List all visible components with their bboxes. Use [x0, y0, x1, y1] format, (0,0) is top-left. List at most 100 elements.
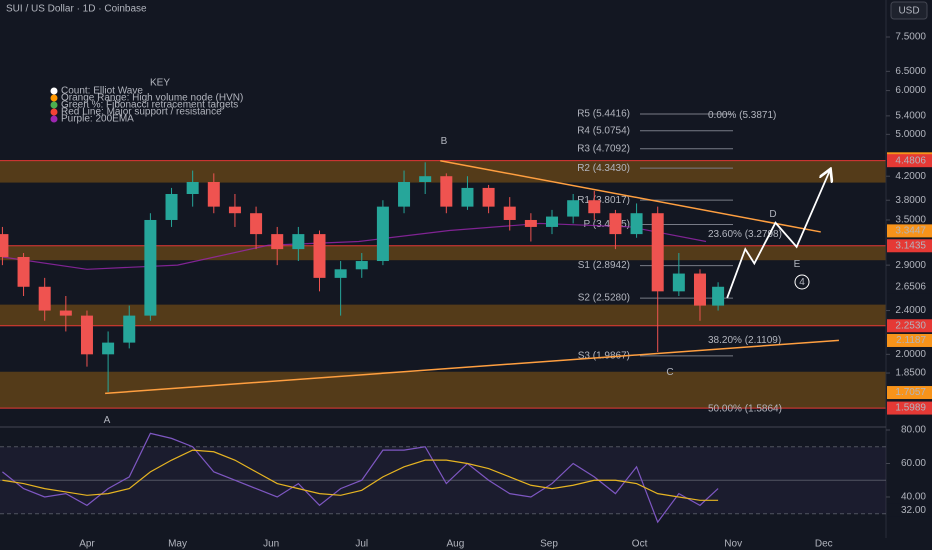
key-dot: [50, 108, 58, 116]
candle-body: [567, 200, 580, 217]
y-tick-label: 2.4000: [895, 305, 926, 316]
key-item: Orange Range: High volume node (HVN): [61, 93, 243, 104]
wave-label: 4: [799, 277, 805, 288]
price-tag-label: 2.6506: [895, 281, 926, 292]
y-tick-label: 2.0000: [895, 349, 926, 360]
candle-body: [186, 181, 199, 194]
x-tick-label: Jun: [263, 539, 279, 550]
key-item: Count: Elliot Wave: [61, 86, 143, 97]
y-tick-label: 6.0000: [895, 85, 926, 96]
rsi-tag-label: 32.00: [901, 505, 926, 516]
trendline: [105, 339, 839, 395]
y-tick-label: 40.00: [901, 492, 926, 503]
candle-body: [228, 206, 241, 214]
hvn-zone: [0, 304, 886, 326]
price-tag: [887, 401, 932, 415]
price-tag-label: 2.2530: [895, 320, 926, 331]
candle-body: [17, 256, 30, 287]
x-tick-label: Apr: [79, 539, 95, 550]
pivot-label: S2 (2.5280): [578, 293, 630, 304]
candle-body: [712, 286, 725, 306]
candle-body: [313, 234, 326, 278]
candle-body: [609, 213, 622, 235]
price-tag: [887, 224, 932, 238]
candle-body: [355, 261, 368, 270]
key-title: KEY: [150, 78, 170, 89]
wave-label: C: [666, 367, 673, 378]
candle-body: [672, 273, 685, 292]
candle-body: [651, 213, 664, 292]
pivot-label: P (3.4355): [583, 219, 630, 230]
candle-body: [250, 213, 263, 235]
price-tag: [887, 280, 932, 294]
candle-body: [207, 181, 220, 207]
chart-title: SUI / US Dollar · 1D · Coinbase: [6, 4, 147, 15]
candle-body: [524, 219, 537, 227]
y-tick-label: 1.8500: [895, 368, 926, 379]
price-tag: [887, 239, 932, 253]
price-tag: [887, 333, 932, 347]
price-tag-label: 4.4806: [895, 155, 926, 166]
y-tick-label: 4.2000: [895, 171, 926, 182]
key-item: Green %: Fibonacci retracement targets: [61, 100, 238, 111]
candle-body: [376, 206, 389, 262]
price-tag-label: 3.1435: [895, 240, 926, 251]
key-item: Purple: 200EMA: [61, 114, 134, 125]
price-tag: [887, 154, 932, 168]
key-dot: [50, 94, 58, 102]
key-item: Red Line: Major support / resistance: [61, 107, 222, 118]
candle-body: [334, 269, 347, 278]
y-tick-label: 80.00: [901, 425, 926, 436]
candle-body: [0, 234, 9, 257]
candle-body: [165, 193, 178, 220]
wave-label: A: [104, 415, 111, 426]
pivot-label: S3 (1.9867): [578, 351, 630, 362]
candle-body: [398, 181, 411, 207]
candle-body: [123, 315, 136, 343]
key: KEY Count: Elliot Wave Orange Range: Hig…: [50, 78, 243, 125]
y-tick-label: 3.5000: [895, 215, 926, 226]
key-dot: [50, 101, 58, 109]
pivot-label: R5 (5.4416): [577, 109, 630, 120]
candle-body: [102, 342, 115, 355]
pivot-label: R1 (3.8017): [577, 195, 630, 206]
trendline: [440, 159, 821, 233]
pivot-label: R2 (4.3430): [577, 163, 630, 174]
y-tick-label: 5.0000: [895, 129, 926, 140]
rsi-tag: [887, 503, 932, 517]
y-tick-label: 7.5000: [895, 32, 926, 43]
rsi-line: [2, 432, 719, 524]
candle-body: [144, 219, 157, 316]
price-tag-label: 2.1187: [896, 335, 926, 346]
y-tick-label: 3.8000: [895, 195, 926, 206]
rsi-line: [2, 449, 719, 501]
candle-body: [546, 216, 559, 227]
fib-label: 50.00% (1.5864): [708, 404, 782, 415]
pivot-label: R4 (5.0754): [577, 125, 630, 136]
currency-label[interactable]: USD: [898, 6, 919, 17]
y-tick-label: 5.4000: [895, 111, 926, 122]
candle-body: [80, 315, 93, 355]
price-tag-label: 3.3447: [895, 226, 926, 237]
pivot-label: R3 (4.7092): [577, 143, 630, 154]
candle-body: [271, 234, 284, 250]
y-tick-label: 2.9000: [895, 260, 926, 271]
candle-body: [693, 273, 706, 306]
key-dot: [50, 87, 58, 95]
pivot-label: S1 (2.8942): [578, 260, 630, 271]
wave-label: D: [769, 209, 776, 220]
candle-body: [440, 176, 453, 207]
candle-body: [59, 310, 72, 316]
fib-label: 38.20% (2.1109): [708, 335, 781, 346]
candle-body: [292, 234, 305, 250]
x-tick-label: Nov: [724, 539, 742, 550]
x-tick-label: Oct: [632, 539, 648, 550]
key-dot: [50, 115, 58, 123]
price-axis: [886, 0, 932, 550]
currency-button[interactable]: [890, 1, 928, 20]
ema-line: [2, 222, 707, 270]
candle-body: [588, 200, 601, 214]
candle-body: [461, 187, 474, 207]
y-tick-label: 6.5000: [895, 66, 926, 77]
